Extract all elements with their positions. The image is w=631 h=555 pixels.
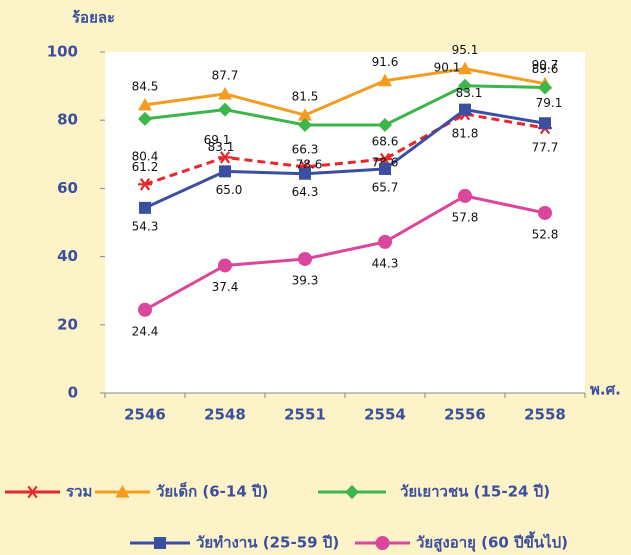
legend-marker [115,485,130,498]
marker [378,234,392,249]
data-label: 80.4 [132,149,159,163]
series-line [144,84,546,127]
series-line [144,112,546,186]
y-tick-label: 40 [57,247,78,265]
data-label: 90.7 [532,58,559,72]
data-label: 90.1 [434,60,461,74]
data-label: 84.5 [132,79,159,93]
data-label: 91.6 [372,55,399,69]
legend-marker [345,485,359,499]
y-tick-label: 20 [57,315,78,333]
data-label: 54.3 [132,219,159,233]
data-label: 83.1 [208,140,235,154]
marker [378,117,392,132]
marker [378,152,392,166]
y-axis-title: ร้อยละ [72,9,115,27]
data-label: 69.1 [204,133,231,147]
marker [298,251,312,266]
data-label: 87.7 [212,68,239,82]
marker [138,97,152,111]
legend-label: รวม [66,483,92,501]
legend-label: วัยเยาวชน (15-24 ปี) [400,483,550,501]
marker [138,178,152,191]
marker [458,78,472,93]
plot-area [105,52,585,393]
data-label: 83.1 [456,86,483,100]
legend-marker [154,537,166,549]
data-label: 64.3 [292,185,319,199]
data-label: 66.3 [292,142,319,156]
data-label: 81.8 [452,127,479,141]
data-label: 68.6 [372,135,399,149]
data-label: 89.6 [532,62,559,76]
marker [379,162,391,175]
data-label: 79.1 [536,96,563,110]
marker [298,117,312,132]
legend-marker [375,536,390,550]
data-label: 44.3 [372,256,399,270]
data-label: 61.2 [132,160,159,174]
marker [458,61,472,75]
y-tick-label: 80 [57,111,78,129]
y-tick-label: 60 [57,179,78,197]
marker [539,117,551,130]
data-label: 39.3 [292,273,319,287]
marker [458,188,472,203]
y-tick-label: 0 [68,384,78,402]
marker [218,151,232,164]
legend-marker [25,485,40,499]
y-tick-label: 100 [47,43,78,61]
marker [138,111,152,126]
x-tick-label: 2548 [204,406,246,424]
data-label: 95.1 [452,43,479,57]
legend-label: วัยเด็ก (6-14 ปี) [156,482,268,501]
data-label: 65.0 [216,183,243,197]
marker [538,80,552,95]
data-label: 78.6 [372,155,399,169]
marker [218,86,232,100]
marker [139,201,151,214]
data-label: 77.7 [532,141,559,155]
marker [218,258,232,273]
marker [298,108,312,121]
x-tick-label: 2551 [284,406,326,424]
marker [378,73,392,87]
legend-label: วัยทำงาน (25-59 ปี) [196,534,339,552]
marker [219,165,231,178]
x-tick-label: 2554 [364,406,406,424]
series-line [144,108,546,210]
data-label: 81.5 [292,90,319,104]
data-label: 52.8 [532,227,559,241]
x-tick-label: 2556 [444,406,486,424]
series-line [144,194,546,312]
data-label: 37.4 [212,280,239,294]
marker [299,167,311,180]
data-label: 65.7 [372,180,399,194]
legend-label: วัยสูงอายุ (60 ปีขึ้นไป) [416,531,568,553]
marker [218,102,232,117]
x-tick-label: 2546 [124,406,166,424]
series-line [144,67,546,117]
marker [138,302,152,317]
marker [538,205,552,220]
x-axis-title: พ.ศ. [590,381,621,399]
marker [459,103,471,116]
x-tick-label: 2558 [524,406,566,424]
data-label: 57.8 [452,210,479,224]
data-label: 24.4 [132,324,159,338]
